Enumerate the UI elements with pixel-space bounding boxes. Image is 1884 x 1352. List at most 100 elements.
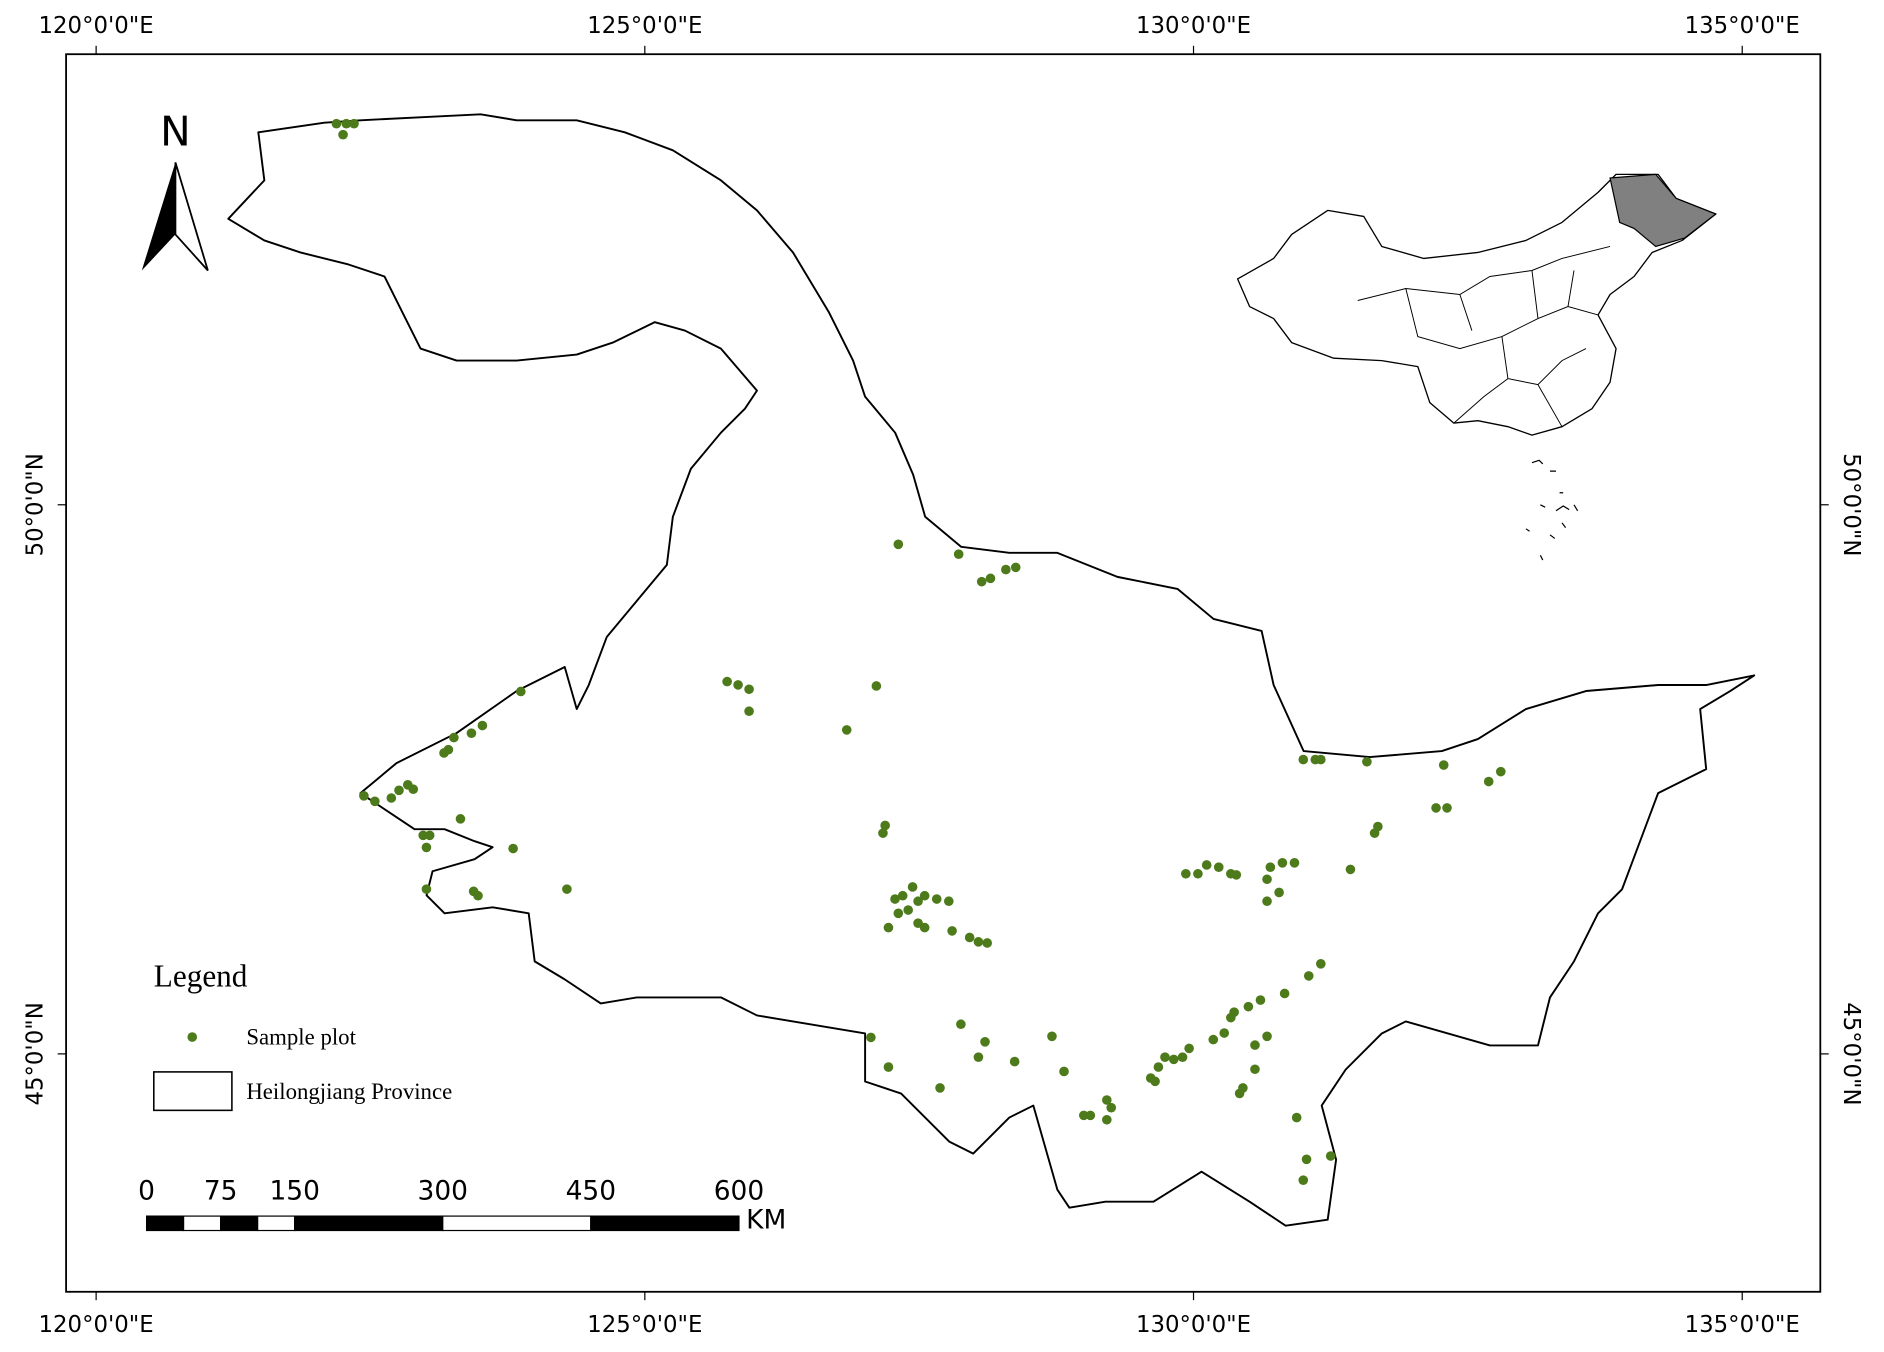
sample-plot <box>466 728 477 739</box>
sample-plots <box>331 118 1506 1185</box>
sample-plot <box>1250 1040 1260 1050</box>
scale-label: 0 <box>138 1176 155 1207</box>
sample-plot <box>893 539 904 550</box>
sample-plot <box>331 118 342 129</box>
scale-segment <box>442 1215 592 1232</box>
sample-plot <box>878 828 888 838</box>
lon-label: 125°0'0"E <box>587 1312 702 1338</box>
sample-plot <box>943 896 954 907</box>
sample-plot <box>394 785 404 796</box>
sample-plot <box>455 814 466 824</box>
legend-label: Sample plot <box>246 1025 356 1050</box>
sample-plot <box>931 894 942 904</box>
sample-plot <box>1150 1076 1160 1087</box>
inset-islands <box>1525 459 1579 561</box>
sample-plot <box>1102 1114 1112 1125</box>
lon-label: 120°0'0"E <box>39 13 154 39</box>
sample-plot <box>1177 1052 1188 1062</box>
sample-plot <box>1483 776 1494 787</box>
sample-plot <box>1047 1031 1057 1042</box>
sample-plot <box>386 793 397 803</box>
sample-plot <box>919 922 930 933</box>
sample-plot <box>1219 1028 1230 1038</box>
sample-plot <box>1009 1056 1020 1067</box>
scale-label: 450 <box>566 1176 616 1207</box>
sample-plot <box>973 1052 984 1062</box>
sample-plot <box>1085 1110 1096 1121</box>
sample-plot <box>424 830 435 841</box>
sample-plot <box>841 725 852 735</box>
sample-plot <box>1255 995 1266 1005</box>
sample-plot <box>883 922 894 933</box>
sample-plot <box>907 882 918 892</box>
north-label: N <box>160 108 191 156</box>
sample-plot <box>935 1083 945 1093</box>
sample-plot <box>956 1019 966 1030</box>
lon-label: 135°0'0"E <box>1685 1312 1800 1338</box>
scale-label: 150 <box>269 1176 319 1207</box>
sample-plot <box>338 129 348 140</box>
sample-plot <box>1369 828 1380 838</box>
sample-plot <box>744 706 754 717</box>
sample-plot <box>1316 754 1326 765</box>
scale-segment <box>220 1215 259 1232</box>
sample-plot <box>1274 887 1284 898</box>
sample-plot <box>883 1062 894 1072</box>
sample-plot <box>973 937 984 947</box>
scale-segment <box>294 1215 444 1232</box>
lat-label: 45°0'0"N <box>1838 1002 1864 1105</box>
lon-label: 130°0'0"E <box>1136 1312 1251 1338</box>
sample-plot <box>722 676 732 687</box>
sample-plot <box>903 905 914 915</box>
sample-plot <box>1265 862 1276 872</box>
lat-label: 50°0'0"N <box>1838 453 1864 556</box>
sample-plot <box>893 908 904 919</box>
sample-plot <box>1226 1012 1236 1023</box>
scale-segment <box>183 1215 222 1232</box>
sample-plot <box>1201 860 1212 870</box>
sample-plot <box>408 784 419 795</box>
sample-plot <box>964 932 975 943</box>
sample-plot <box>1160 1052 1170 1062</box>
sample-plot <box>1362 756 1372 767</box>
sample-plot <box>1102 1095 1112 1105</box>
sample-plot <box>1213 862 1224 872</box>
lon-label: 120°0'0"E <box>39 1312 154 1338</box>
sample-plot <box>890 894 900 904</box>
sample-plot <box>1301 1154 1312 1165</box>
sample-plot <box>866 1032 876 1043</box>
scale-segment <box>590 1215 740 1232</box>
sample-plot <box>897 890 908 901</box>
sample-plot <box>1262 874 1272 885</box>
sample-plot <box>1153 1062 1164 1072</box>
sample-plot <box>1250 1064 1260 1075</box>
sample-plot <box>1262 896 1272 907</box>
sample-plot <box>449 732 459 743</box>
sample-plot <box>1078 1110 1089 1121</box>
sample-plot <box>1303 971 1314 981</box>
scale-label: 75 <box>204 1176 238 1207</box>
scale-label: 600 <box>714 1176 764 1207</box>
sample-plot <box>1316 959 1326 969</box>
scale-segment <box>145 1215 185 1232</box>
legend-swatch <box>153 1071 233 1112</box>
sample-plot <box>359 790 369 801</box>
sample-plot <box>913 896 923 907</box>
sample-plot <box>473 890 483 901</box>
scale-segment <box>257 1215 296 1232</box>
lon-label: 130°0'0"E <box>1136 13 1251 39</box>
sample-plot <box>871 681 882 691</box>
sample-plot <box>508 843 518 854</box>
sample-plot <box>1184 1043 1194 1054</box>
graticule: 120°0'0"E 120°0'0"E 125°0'0"E 125°0'0"E 130°… <box>23 13 1864 1338</box>
sample-plot <box>562 884 572 894</box>
sample-plot <box>980 1036 990 1047</box>
sample-plot <box>516 686 526 697</box>
sample-plot <box>1298 1175 1309 1185</box>
sample-plot <box>1495 766 1506 777</box>
sample-plot <box>1279 988 1290 999</box>
sample-plot <box>947 926 957 936</box>
sample-plot <box>1438 760 1449 770</box>
sample-plot <box>477 720 488 731</box>
